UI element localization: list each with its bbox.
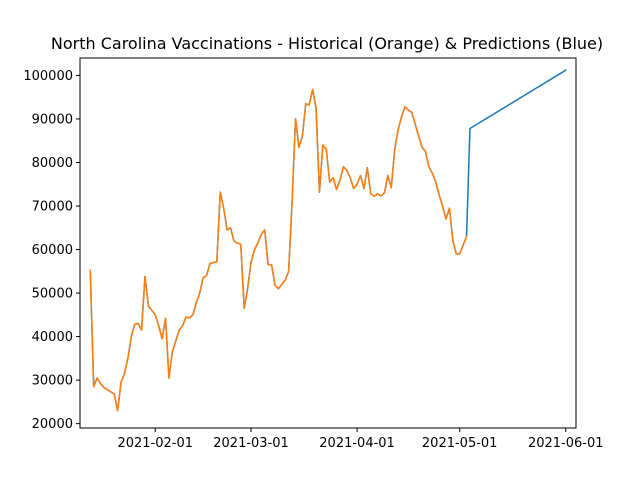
chart-title: North Carolina Vaccinations - Historical… — [51, 34, 603, 53]
x-tick-label: 2021-06-01 — [528, 436, 604, 451]
axes-frame — [79, 57, 577, 429]
y-tick-label: 90000 — [32, 112, 73, 127]
y-tick-label: 100000 — [23, 69, 73, 84]
y-tick-label: 20000 — [32, 417, 73, 432]
y-axis: 20000 30000 40000 50000 60000 70000 80000 90000… — [23, 69, 80, 432]
y-tick-label: 80000 — [32, 156, 73, 171]
x-axis: 2021-02-01 2021-03-01 2021-04-01 2021-05-01… — [117, 428, 604, 451]
series-line-historical — [89, 88, 468, 412]
x-tick-label: 2021-03-01 — [213, 436, 289, 451]
y-tick-label: 60000 — [32, 243, 73, 258]
x-tick-label: 2021-05-01 — [422, 436, 498, 451]
y-tick-label: 70000 — [32, 200, 73, 215]
series-line-predictions — [89, 69, 567, 412]
y-tick-label: 50000 — [32, 287, 73, 302]
x-tick-label: 2021-02-01 — [117, 436, 193, 451]
plot-area — [89, 69, 567, 412]
x-tick-label: 2021-04-01 — [319, 436, 395, 451]
y-tick-label: 40000 — [32, 330, 73, 345]
y-tick-label: 30000 — [32, 374, 73, 389]
